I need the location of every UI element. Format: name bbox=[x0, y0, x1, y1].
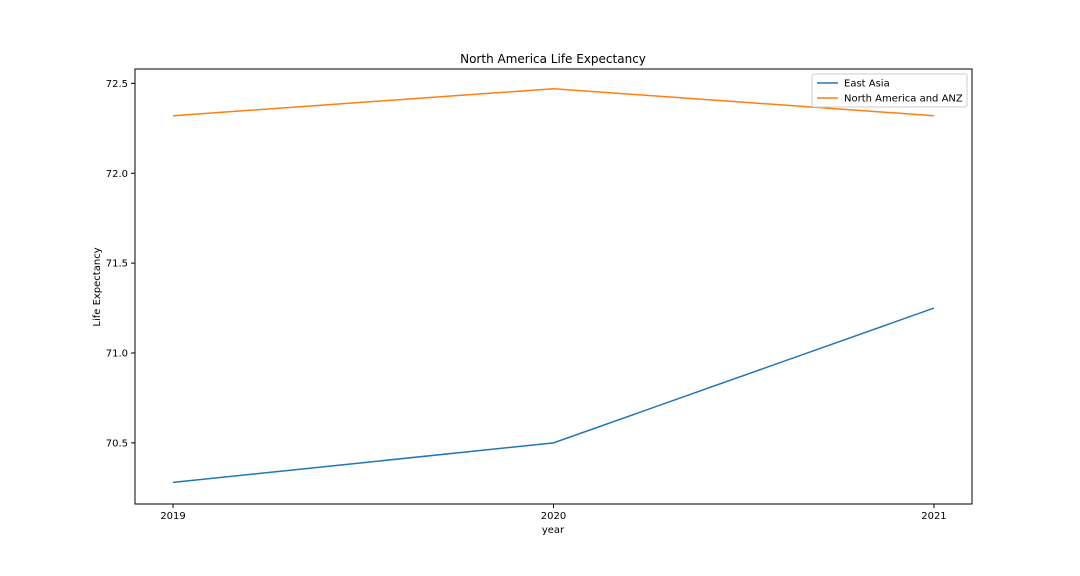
chart-title: North America Life Expectancy bbox=[460, 52, 646, 66]
y-tick-label: 71.0 bbox=[106, 349, 128, 360]
x-tick-label: 2020 bbox=[541, 511, 566, 522]
series-line-1 bbox=[172, 88, 935, 117]
legend-label: North America and ANZ bbox=[844, 94, 963, 105]
x-axis: 2019 2020 2021 bbox=[160, 504, 947, 522]
x-tick-label: 2021 bbox=[921, 511, 946, 522]
y-axis: 70.5 71.0 71.5 72.0 72.5 bbox=[106, 79, 135, 449]
legend-label: East Asia bbox=[844, 79, 890, 90]
y-tick-label: 72.5 bbox=[106, 79, 128, 90]
x-tick-label: 2019 bbox=[160, 511, 185, 522]
x-axis-label: year bbox=[542, 525, 565, 536]
series-line-0 bbox=[172, 307, 935, 484]
plot-area bbox=[172, 88, 935, 484]
legend: East Asia North America and ANZ bbox=[811, 73, 968, 108]
y-axis-label: Life Expectancy bbox=[92, 247, 103, 326]
y-tick-label: 72.0 bbox=[106, 169, 128, 180]
y-tick-label: 70.5 bbox=[106, 438, 128, 449]
plot-frame bbox=[134, 68, 973, 505]
y-tick-label: 71.5 bbox=[106, 259, 128, 270]
legend-box bbox=[811, 73, 968, 108]
